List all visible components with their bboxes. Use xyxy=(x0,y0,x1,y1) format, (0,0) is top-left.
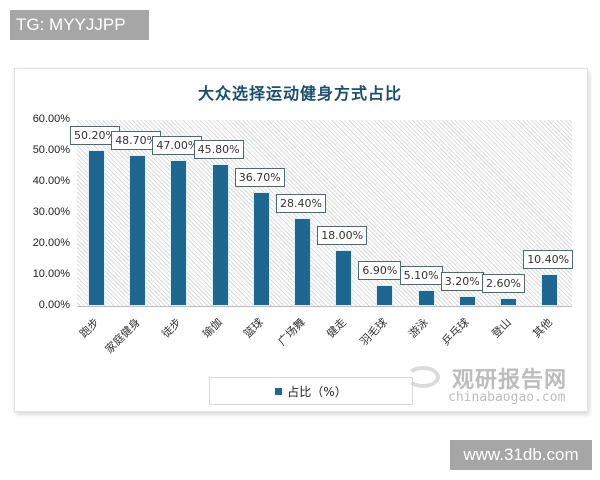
legend: 占比（%） xyxy=(209,377,413,405)
x-axis-line xyxy=(77,306,572,307)
data-label: 36.70% xyxy=(234,168,285,188)
bar xyxy=(88,150,105,306)
data-label: 5.10% xyxy=(399,266,443,286)
data-label: 45.80% xyxy=(193,140,244,160)
y-tick-label: 20.00% xyxy=(32,237,70,249)
bar xyxy=(170,160,188,306)
bar xyxy=(129,155,147,306)
y-tick-label: 0.00% xyxy=(38,299,70,311)
y-tick-label: 10.00% xyxy=(32,268,70,280)
swirl-logo-icon xyxy=(406,366,440,388)
bar xyxy=(294,217,311,306)
site-watermark-badge: www.31db.com xyxy=(450,440,592,470)
watermark-name: 观研报告网 xyxy=(452,368,568,393)
y-tick-label: 60.00% xyxy=(32,113,70,125)
data-label: 18.00% xyxy=(317,226,368,246)
legend-label: 占比（%） xyxy=(287,384,347,399)
data-label: 2.60% xyxy=(482,273,525,293)
data-label: 50.20% xyxy=(70,126,120,146)
bar xyxy=(458,296,476,306)
legend-swatch-icon xyxy=(275,387,283,395)
y-tick-label: 40.00% xyxy=(32,175,70,187)
bar xyxy=(541,273,559,306)
watermark-url: chinabaogao.com xyxy=(448,390,566,405)
y-tick-label: 30.00% xyxy=(32,206,70,218)
data-label: 28.40% xyxy=(276,193,326,213)
y-tick-label: 50.00% xyxy=(32,144,70,156)
chart-title: 大众选择运动健身方式占比 xyxy=(197,84,402,103)
data-label: 3.20% xyxy=(440,272,484,292)
bar xyxy=(335,250,353,306)
bar xyxy=(417,290,435,306)
bar xyxy=(376,284,394,306)
data-label: 47.00% xyxy=(152,136,203,156)
chinabaogao-watermark: 观研报告网 chinabaogao.com xyxy=(400,360,580,408)
data-label: 10.40% xyxy=(523,249,574,269)
data-label: 6.90% xyxy=(358,260,402,280)
bar xyxy=(500,297,517,306)
data-label: 48.70% xyxy=(111,131,162,151)
bar xyxy=(252,192,270,306)
tg-watermark-badge: TG: MYYJJPP xyxy=(10,10,149,40)
bar xyxy=(211,164,229,306)
